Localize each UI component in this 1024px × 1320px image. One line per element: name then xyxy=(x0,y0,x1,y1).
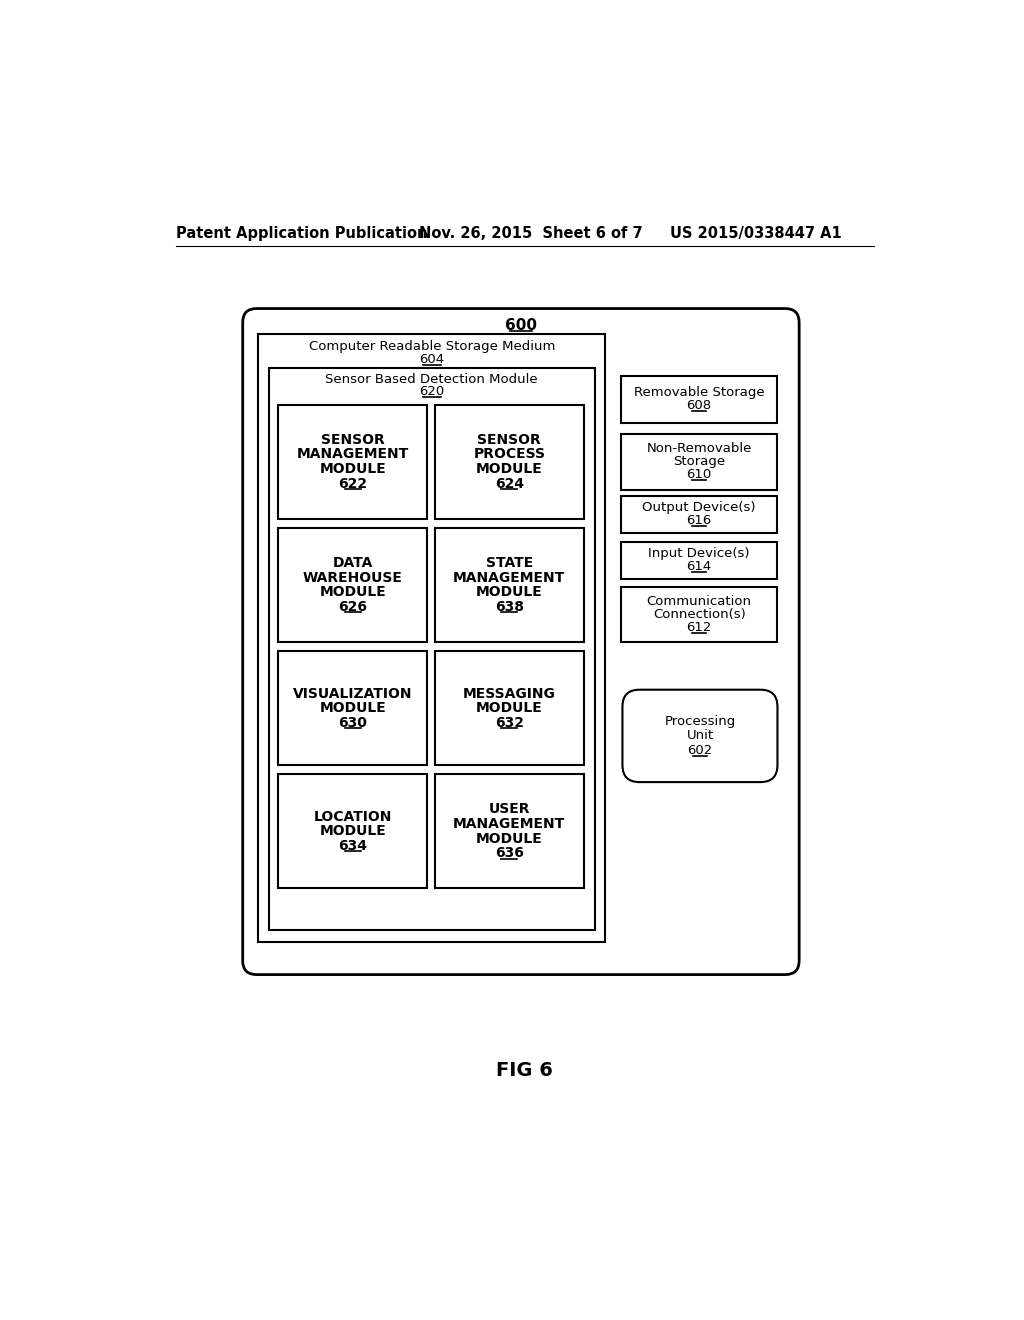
Text: LOCATION: LOCATION xyxy=(313,809,392,824)
Text: SENSOR: SENSOR xyxy=(321,433,385,447)
Text: MANAGEMENT: MANAGEMENT xyxy=(454,817,565,832)
Bar xyxy=(279,775,427,888)
Text: 614: 614 xyxy=(686,561,712,573)
Text: 620: 620 xyxy=(419,385,444,399)
Text: 634: 634 xyxy=(338,840,368,853)
Text: MODULE: MODULE xyxy=(319,585,386,599)
Text: MODULE: MODULE xyxy=(476,585,543,599)
Bar xyxy=(621,586,777,642)
Text: MANAGEMENT: MANAGEMENT xyxy=(297,447,409,462)
Text: Processing: Processing xyxy=(665,714,735,727)
Text: STATE: STATE xyxy=(485,556,532,570)
Text: FIG 6: FIG 6 xyxy=(497,1061,553,1080)
Text: MODULE: MODULE xyxy=(319,701,386,715)
Bar xyxy=(621,496,777,533)
Text: Computer Readable Storage Medium: Computer Readable Storage Medium xyxy=(308,339,555,352)
Text: MODULE: MODULE xyxy=(476,832,543,846)
Text: Output Device(s): Output Device(s) xyxy=(642,502,756,513)
Bar xyxy=(279,405,427,519)
Text: 600: 600 xyxy=(505,318,537,333)
Text: Input Device(s): Input Device(s) xyxy=(648,548,750,560)
Bar xyxy=(435,775,584,888)
Bar xyxy=(435,405,584,519)
Text: 624: 624 xyxy=(495,477,524,491)
Bar xyxy=(269,368,595,929)
Text: WAREHOUSE: WAREHOUSE xyxy=(303,570,402,585)
Text: Communication: Communication xyxy=(647,594,752,607)
Text: MODULE: MODULE xyxy=(476,701,543,715)
FancyBboxPatch shape xyxy=(623,689,777,781)
Text: 616: 616 xyxy=(686,515,712,527)
Text: MODULE: MODULE xyxy=(319,462,386,477)
Text: PROCESS: PROCESS xyxy=(473,447,546,462)
Text: 630: 630 xyxy=(338,715,368,730)
FancyBboxPatch shape xyxy=(243,309,799,974)
Text: 612: 612 xyxy=(686,620,712,634)
Text: 608: 608 xyxy=(687,400,712,412)
Text: 626: 626 xyxy=(338,599,368,614)
Text: 604: 604 xyxy=(419,352,444,366)
Text: MODULE: MODULE xyxy=(319,825,386,838)
Text: Patent Application Publication: Patent Application Publication xyxy=(176,226,428,242)
Text: DATA: DATA xyxy=(333,556,373,570)
Bar xyxy=(621,543,777,579)
Text: Unit: Unit xyxy=(686,730,714,742)
Text: Storage: Storage xyxy=(673,455,725,469)
Bar xyxy=(621,376,777,424)
Text: MESSAGING: MESSAGING xyxy=(463,686,556,701)
Text: 602: 602 xyxy=(687,744,713,758)
Bar xyxy=(621,434,777,490)
Text: Non-Removable: Non-Removable xyxy=(646,442,752,455)
Text: 638: 638 xyxy=(495,599,524,614)
Text: VISUALIZATION: VISUALIZATION xyxy=(293,686,413,701)
Text: SENSOR: SENSOR xyxy=(477,433,541,447)
Text: 632: 632 xyxy=(495,715,524,730)
Text: 636: 636 xyxy=(495,846,523,861)
Text: Nov. 26, 2015  Sheet 6 of 7: Nov. 26, 2015 Sheet 6 of 7 xyxy=(420,226,643,242)
Text: Connection(s): Connection(s) xyxy=(653,607,745,620)
Text: MANAGEMENT: MANAGEMENT xyxy=(454,570,565,585)
Text: 610: 610 xyxy=(686,469,712,482)
Text: US 2015/0338447 A1: US 2015/0338447 A1 xyxy=(671,226,843,242)
Bar xyxy=(435,528,584,642)
Text: USER: USER xyxy=(488,803,530,817)
Text: MODULE: MODULE xyxy=(476,462,543,477)
Bar xyxy=(435,651,584,766)
Text: Sensor Based Detection Module: Sensor Based Detection Module xyxy=(326,372,539,385)
Bar xyxy=(258,334,605,942)
Text: Removable Storage: Removable Storage xyxy=(634,387,765,400)
Text: 622: 622 xyxy=(338,477,368,491)
Bar xyxy=(279,528,427,642)
Bar xyxy=(279,651,427,766)
